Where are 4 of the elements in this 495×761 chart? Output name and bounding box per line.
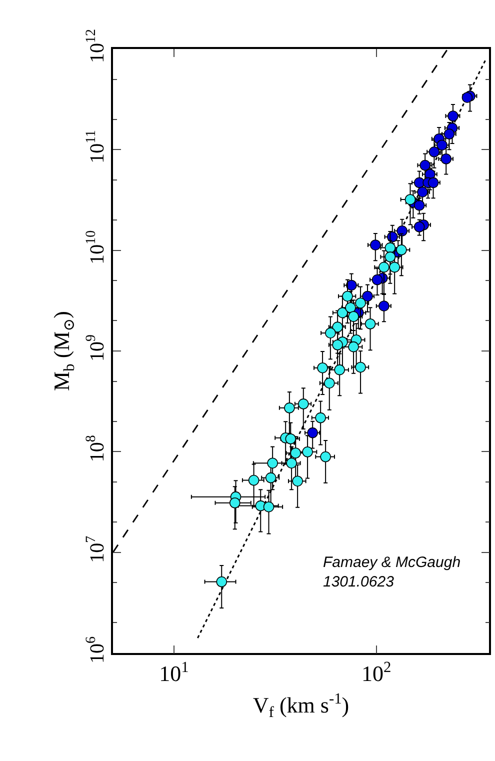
annotation: Famaey & McGaugh 1301.0623 [323, 554, 461, 590]
x-tick-label: 10$^{2}$ [362, 658, 392, 686]
x-axis-title: V$_{f}$ (km s$^{-1}$) [252, 690, 350, 722]
x-tick-label: 10$^{1}$ [159, 658, 189, 686]
